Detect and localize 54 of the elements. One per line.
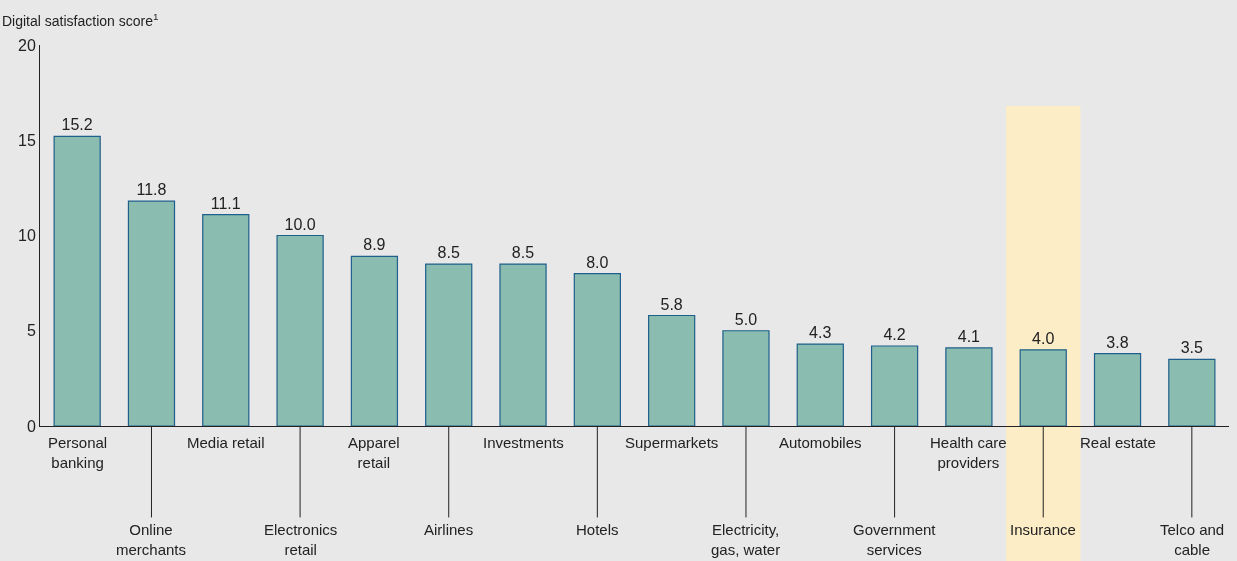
x-tick-label: Government services — [853, 521, 937, 558]
x-tick-label: Supermarkets — [625, 434, 719, 451]
bar — [202, 213, 250, 426]
bar — [53, 135, 101, 426]
y-tick-label: 10 — [18, 227, 36, 245]
bar — [722, 330, 770, 426]
x-tick-label: Hotels — [576, 521, 619, 538]
x-tick-label: Automobiles — [779, 434, 862, 451]
x-tick-label: Online merchants — [116, 521, 187, 558]
x-tick-label: Electricity, gas, water — [711, 521, 781, 558]
data-label: 3.8 — [1106, 333, 1129, 351]
x-tick-label: Real estate — [1080, 434, 1156, 451]
data-label: 11.8 — [136, 181, 167, 199]
bar — [796, 343, 844, 426]
x-tick-label: Electronics retail — [264, 521, 338, 558]
bar — [276, 234, 324, 426]
data-label: 4.3 — [809, 324, 832, 342]
bar — [127, 200, 176, 426]
data-label: 11.1 — [210, 194, 241, 212]
bar — [350, 255, 399, 426]
x-tick-label: Health care providers — [930, 434, 1007, 471]
bar — [648, 314, 696, 426]
x-tick-label: Media retail — [187, 434, 265, 451]
data-label: 10.0 — [284, 215, 316, 233]
data-label: 4.1 — [957, 327, 981, 345]
x-tick-label: Investments — [483, 434, 564, 451]
data-label: 8.0 — [586, 253, 609, 271]
bar — [425, 263, 473, 426]
bar — [1168, 358, 1216, 426]
data-label: 8.9 — [363, 236, 386, 254]
data-label: 15.2 — [61, 116, 93, 134]
y-tick-label: 20 — [18, 36, 36, 54]
data-label: 8.5 — [437, 244, 460, 262]
bar — [1093, 353, 1142, 426]
x-tick-label: Telco and cable — [1160, 521, 1225, 558]
bar — [945, 347, 993, 426]
bar — [573, 273, 621, 426]
data-label: 5.8 — [660, 295, 683, 313]
x-tick-label: Insurance — [1010, 521, 1076, 538]
y-tick-label: 0 — [26, 417, 36, 435]
bar — [499, 263, 547, 426]
x-tick-label: Personal banking — [48, 434, 108, 471]
x-tick-label: Airlines — [424, 521, 474, 538]
bar — [870, 345, 919, 426]
y-tick-label: 15 — [18, 131, 36, 149]
x-tick-label: Apparel retail — [348, 434, 400, 471]
data-label: 4.2 — [883, 325, 906, 343]
bar — [1019, 349, 1067, 426]
data-label: 8.5 — [511, 244, 535, 262]
data-label: 3.5 — [1180, 339, 1204, 357]
y-tick-label: 5 — [26, 322, 36, 340]
y-axis-title: Digital satisfaction score$^{1}$ — [2, 11, 159, 29]
data-label: 5.0 — [734, 310, 758, 328]
data-label: 4.0 — [1032, 329, 1055, 347]
